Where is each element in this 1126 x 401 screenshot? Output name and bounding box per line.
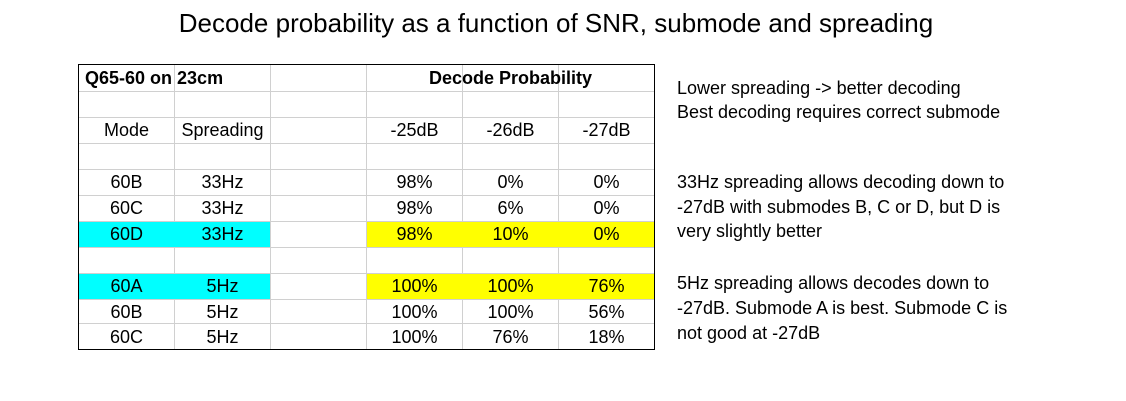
cell-probability-25db: 98% <box>396 224 433 244</box>
grid-line <box>462 65 463 349</box>
cell-probability-26db: 100% <box>487 302 534 322</box>
cell-mode: 60B <box>110 172 143 192</box>
grid-line <box>366 65 367 349</box>
cell-probability-25db: 98% <box>396 198 433 218</box>
cell-mode: 60A <box>110 276 143 296</box>
grid-line <box>79 91 654 92</box>
note-line: Best decoding requires correct submode <box>677 102 1001 122</box>
cell-probability-26db: 10% <box>492 224 529 244</box>
column-header-27db: -27dB <box>582 120 631 140</box>
page-title: Decode probability as a function of SNR,… <box>178 8 934 38</box>
cell-probability-27db: 56% <box>588 302 625 322</box>
cell-spreading: 33Hz <box>201 224 244 244</box>
column-header-spreading: Spreading <box>181 120 264 140</box>
grid-line <box>79 195 654 196</box>
cell-probability-26db: 100% <box>487 276 534 296</box>
grid-line <box>79 117 654 118</box>
note-line: -27dB with submodes B, C or D, but D is <box>677 197 1001 217</box>
note-line: 33Hz spreading allows decoding down to <box>677 172 1005 192</box>
cell-probability-27db: 0% <box>593 172 620 192</box>
cell-spreading: 5Hz <box>206 327 239 347</box>
cell-mode: 60B <box>110 302 143 322</box>
cell-spreading: 33Hz <box>201 172 244 192</box>
cell-probability-27db: 18% <box>588 327 625 347</box>
highlight-band-mode <box>79 222 270 247</box>
grid-line <box>79 143 654 144</box>
cell-probability-26db: 76% <box>492 327 529 347</box>
decode-probability-header: Decode Probability <box>428 68 593 88</box>
cell-mode: 60C <box>109 198 144 218</box>
highlight-band-probability <box>367 274 654 299</box>
cell-probability-25db: 100% <box>391 327 438 347</box>
note-line: very slightly better <box>677 221 823 241</box>
column-header-mode: Mode <box>103 120 150 140</box>
grid-line <box>79 299 654 300</box>
grid-line <box>79 169 654 170</box>
grid-line <box>174 65 175 349</box>
cell-probability-27db: 0% <box>593 198 620 218</box>
decode-probability-table: Q65-60 on 23cm Decode Probability Mode S… <box>78 64 655 350</box>
note-line: not good at -27dB <box>677 323 821 343</box>
note-line: 5Hz spreading allows decodes down to <box>677 273 990 293</box>
grid-line <box>79 323 654 324</box>
cell-mode: 60C <box>109 327 144 347</box>
cell-probability-25db: 98% <box>396 172 433 192</box>
cell-probability-27db: 76% <box>588 276 625 296</box>
note-line: Lower spreading -> better decoding <box>677 78 961 98</box>
cell-probability-25db: 100% <box>391 302 438 322</box>
note-line: -27dB. Submode A is best. Submode C is <box>677 298 1008 318</box>
highlight-band-mode <box>79 274 270 299</box>
grid-line <box>558 65 559 349</box>
grid-line <box>79 221 654 222</box>
cell-probability-27db: 0% <box>593 224 620 244</box>
grid-line <box>79 273 654 274</box>
column-header-26db: -26dB <box>486 120 535 140</box>
highlight-band-probability <box>367 222 654 247</box>
cell-spreading: 33Hz <box>201 198 244 218</box>
cell-probability-26db: 6% <box>497 198 524 218</box>
cell-probability-25db: 100% <box>391 276 438 296</box>
grid-line <box>79 247 654 248</box>
grid-line <box>270 65 271 349</box>
table-caption: Q65-60 on 23cm <box>85 68 224 88</box>
cell-spreading: 5Hz <box>206 302 239 322</box>
cell-probability-26db: 0% <box>497 172 524 192</box>
column-header-25db: -25dB <box>390 120 439 140</box>
cell-mode: 60D <box>109 224 144 244</box>
cell-spreading: 5Hz <box>206 276 239 296</box>
